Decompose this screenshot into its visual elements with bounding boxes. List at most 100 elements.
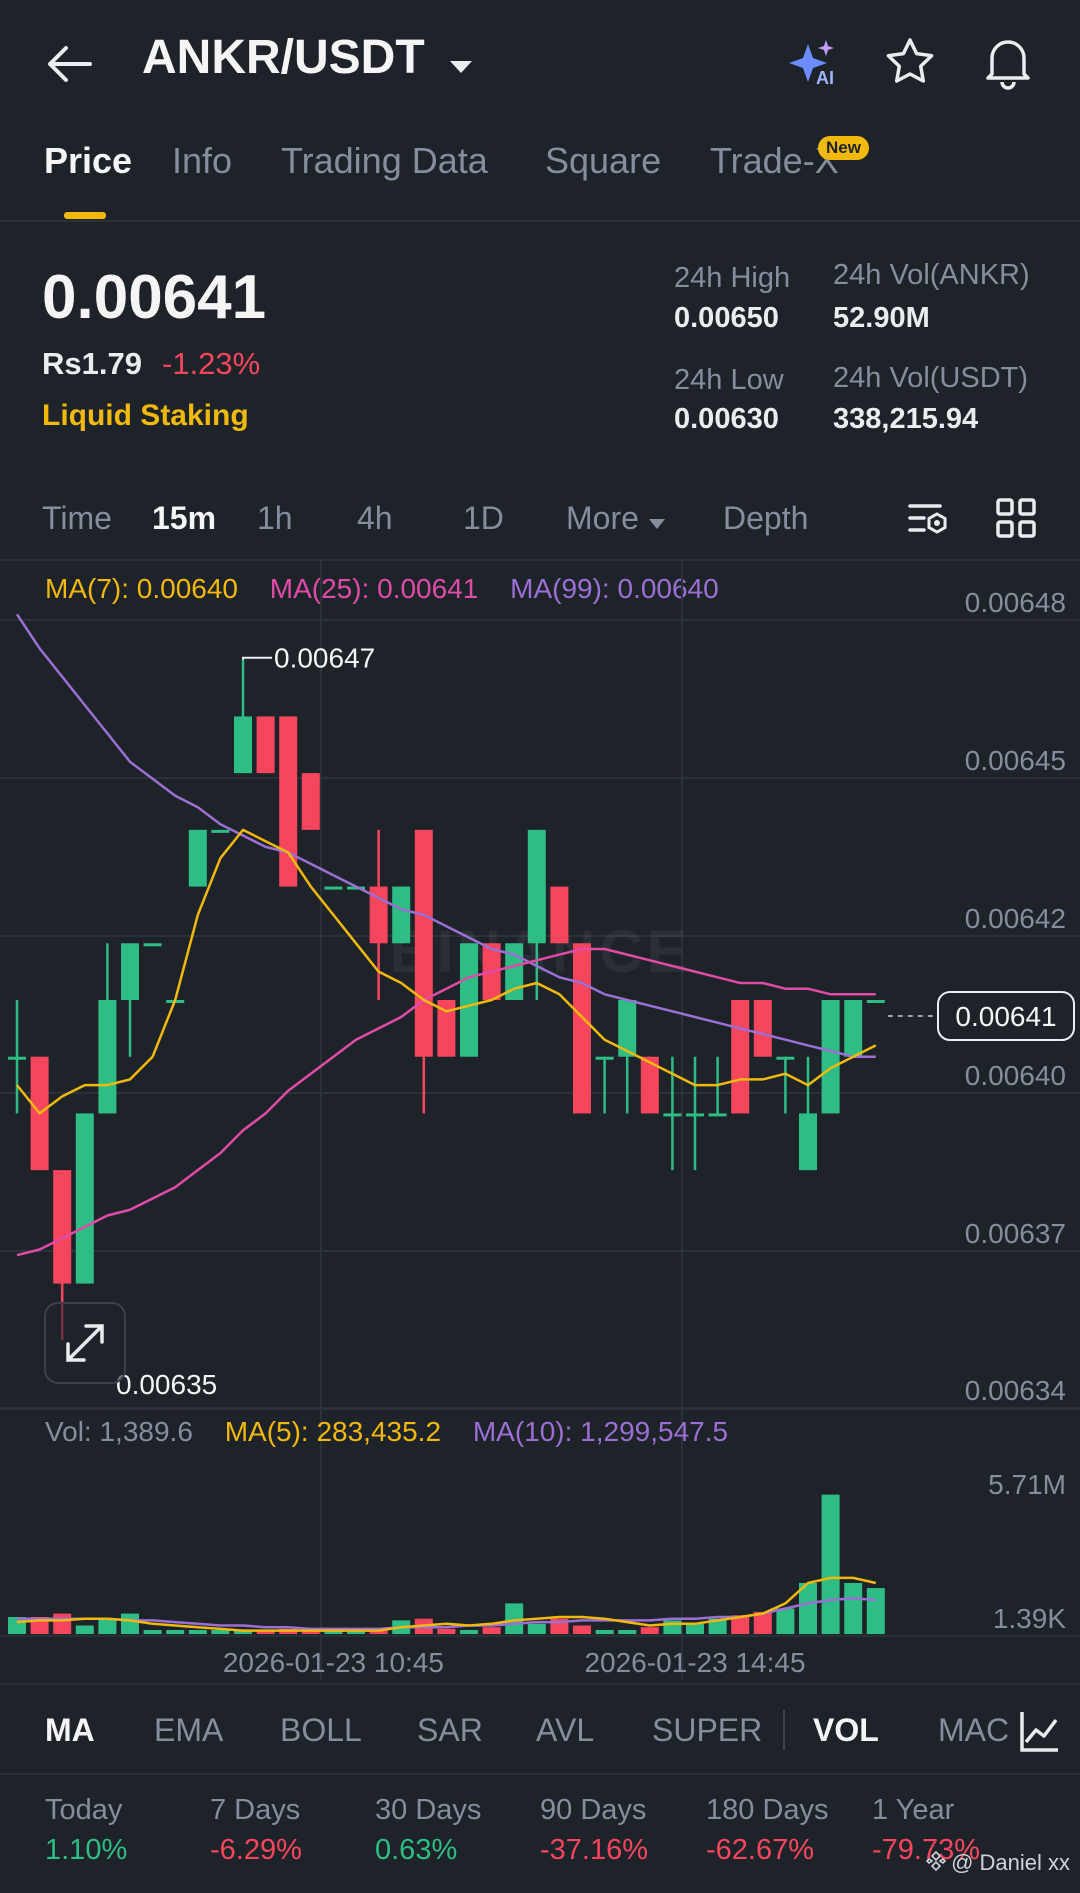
volume-bar [573, 1625, 591, 1634]
indicator-boll[interactable]: BOLL [280, 1712, 362, 1748]
star-icon[interactable] [884, 36, 936, 88]
volume-bar [776, 1608, 795, 1634]
local-price: Rs1.79 [42, 346, 142, 381]
candle-body [98, 1000, 117, 1114]
last-price: 0.00641 [42, 263, 267, 332]
indicator-ma[interactable]: MA [45, 1712, 95, 1748]
ma-legend: MA(7): 0.00640 MA(25): 0.00641 MA(99): 0… [45, 573, 719, 605]
indicator-avl[interactable]: AVL [536, 1712, 595, 1748]
depth-tab[interactable]: Depth [723, 500, 809, 536]
volume-bar [166, 1630, 185, 1634]
perf-1y-label: 1 Year [872, 1794, 955, 1826]
tab-info[interactable]: Info [172, 140, 233, 181]
vol-quote-label: 24h Vol(USDT) [833, 362, 1029, 394]
low-marker-label: 0.00635 [116, 1369, 217, 1400]
candle-body [573, 943, 591, 1114]
perf-top-divider [0, 1773, 1080, 1775]
price-axis-label: 0.00640 [965, 1060, 1066, 1091]
tab-trading-data[interactable]: Trading Data [281, 140, 488, 181]
interval-more[interactable]: More [566, 500, 667, 539]
candle-body [256, 716, 275, 774]
interval-15m[interactable]: 15m [152, 500, 217, 536]
volume-axis-label: 5.71M [988, 1469, 1066, 1500]
indicator-macd[interactable]: MAC [938, 1712, 1010, 1748]
candle-body [821, 1000, 840, 1114]
candle-body [844, 1000, 863, 1057]
high-marker-label: 0.00647 [274, 643, 375, 674]
tab-bar: Price Info Trading Data Square Trade-X [0, 140, 1080, 220]
candle-body [527, 829, 546, 944]
volume-bar [211, 1630, 230, 1634]
volume-bar [844, 1583, 863, 1634]
volume-bar [234, 1630, 252, 1634]
volume-bar [686, 1623, 704, 1634]
candle-body [686, 1113, 704, 1117]
vol-quote-value: 338,215.94 [833, 403, 979, 435]
binance-logo-icon [925, 1850, 947, 1878]
high-value: 0.00650 [674, 302, 779, 334]
interval-1d[interactable]: 1D [463, 500, 504, 536]
pair-title[interactable]: ANKR/USDT [142, 30, 474, 88]
volume-bar [595, 1630, 614, 1634]
candle-body [53, 1170, 72, 1284]
expand-chart-icon[interactable] [44, 1302, 126, 1384]
indicator-ema[interactable]: EMA [154, 1712, 224, 1748]
pair-title-text: ANKR/USDT [142, 31, 425, 84]
low-value: 0.00630 [674, 403, 779, 435]
vol-ma5-legend: MA(5): 283,435.2 [224, 1416, 442, 1447]
candle-body [753, 1000, 772, 1057]
category-tag[interactable]: Liquid Staking [42, 399, 249, 432]
layout-grid-icon[interactable] [994, 496, 1038, 540]
bell-icon[interactable] [982, 34, 1034, 90]
active-tab-indicator [64, 212, 106, 219]
chart-top-divider [0, 559, 1080, 561]
candle-body [731, 1000, 750, 1114]
indicator-top-divider [0, 1683, 1080, 1685]
indicator-sar[interactable]: SAR [417, 1712, 483, 1748]
perf-90d-label: 90 Days [540, 1794, 647, 1826]
interval-time[interactable]: Time [42, 500, 112, 536]
candle-body [347, 886, 365, 890]
volume-bar [866, 1588, 885, 1634]
performance-row: Today 1.10% 7 Days -6.29% 30 Days 0.63% … [0, 1794, 1080, 1884]
volume-bar [121, 1613, 139, 1634]
tab-price[interactable]: Price [44, 140, 133, 181]
candle-body [460, 943, 478, 1057]
back-arrow-icon[interactable] [44, 44, 94, 84]
interval-4h[interactable]: 4h [357, 500, 393, 536]
volume-bar [663, 1620, 682, 1634]
vol-base-label: 24h Vol(ANKR) [833, 259, 1030, 291]
price-chart[interactable]: 0.00648 0.00645 0.00642 0.00640 0.00637 0.006… [0, 560, 1080, 1680]
indicator-super[interactable]: SUPER [652, 1712, 763, 1748]
indicator-settings-icon[interactable] [1014, 1706, 1064, 1756]
ai-sparkle-icon[interactable]: AI [786, 38, 844, 88]
candle-body [663, 1113, 682, 1117]
price-axis-label: 0.00645 [965, 745, 1066, 776]
volume-bar [505, 1603, 524, 1634]
interval-1h[interactable]: 1h [257, 500, 293, 536]
candle-body [324, 886, 343, 890]
perf-7d-value: -6.29% [210, 1834, 302, 1866]
time-axis-label: 2026-01-23 10:45 [223, 1647, 444, 1678]
ma99-legend: MA(99): 0.00640 [510, 573, 719, 604]
volume-axis-label: 1.39K [993, 1603, 1066, 1634]
indicator-separator [783, 1710, 785, 1750]
perf-1y-value: -79.73% [872, 1834, 981, 1866]
more-label: More [566, 500, 639, 536]
tab-square[interactable]: Square [545, 140, 662, 181]
current-price-tag: 0.00641 [955, 1001, 1056, 1032]
candle-body [392, 886, 411, 944]
tab-trade-x[interactable]: Trade-X [710, 140, 839, 181]
volume-bar [437, 1628, 456, 1634]
ai-label: AI [816, 68, 834, 88]
perf-today-label: Today [45, 1794, 123, 1826]
candle-body [866, 1000, 885, 1003]
volume-bar [256, 1630, 275, 1634]
chart-settings-icon[interactable] [906, 496, 950, 540]
indicator-vol[interactable]: VOL [813, 1712, 879, 1748]
credit-watermark: @ Daniel xx [925, 1850, 1070, 1878]
tab-divider [0, 220, 1080, 222]
candle-body [595, 1056, 614, 1060]
indicator-bar: MA EMA BOLL SAR AVL SUPER VOL MAC [0, 1712, 1080, 1752]
perf-180d-label: 180 Days [706, 1794, 829, 1826]
